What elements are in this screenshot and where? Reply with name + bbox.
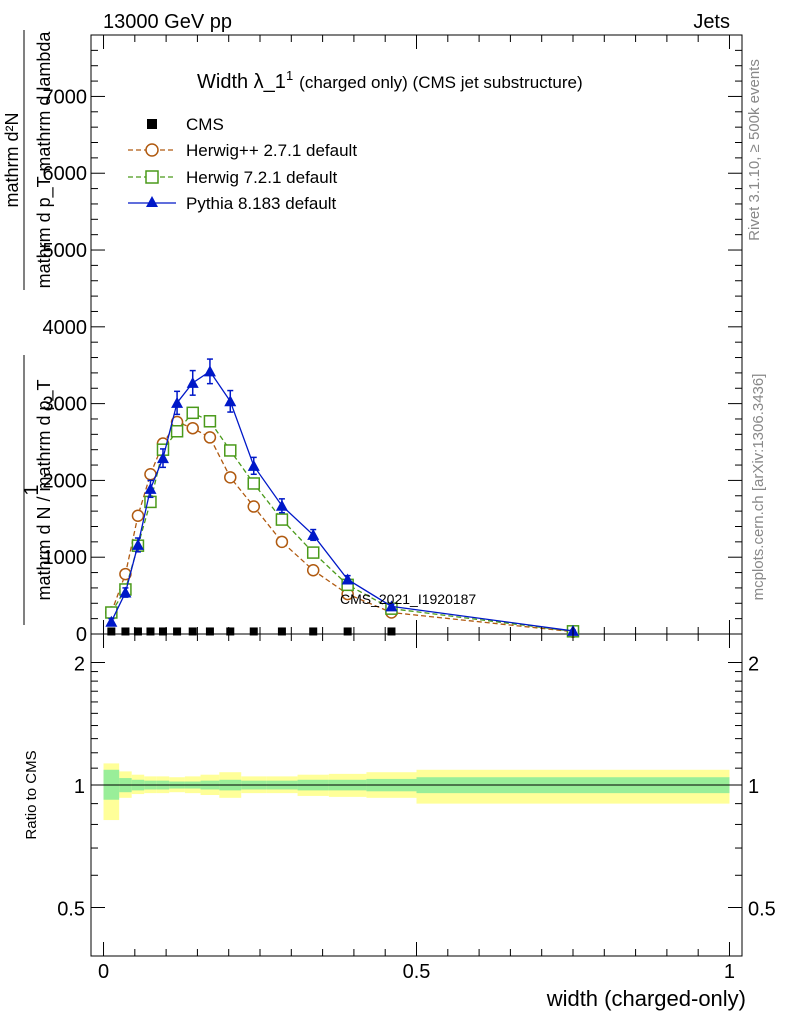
pythia-point xyxy=(119,586,132,598)
cms-data-point xyxy=(107,627,116,636)
mcplots-note: mcplots.cern.ch [arXiv:1306.3436] xyxy=(750,374,767,601)
legend-label-herwig7: Herwig 7.2.1 default xyxy=(186,168,337,187)
herwigpp-point xyxy=(275,535,289,549)
rivet-version-note: Rivet 3.1.10, ≥ 500k events xyxy=(746,59,763,241)
y-axis-label: 1 mathrm d N / mathrm d p_T mathrm d²N m… xyxy=(2,30,55,625)
legend-label-pythia: Pythia 8.183 default xyxy=(186,194,337,213)
ratio-bands xyxy=(91,763,742,821)
cms-data-point xyxy=(226,627,235,636)
axis-tick-labels: 0 1000 2000 3000 4000 5000 6000 7000 0 0.5 1 0.5 0.5… xyxy=(43,86,776,983)
pythia-point xyxy=(385,600,398,612)
pythia-point xyxy=(186,376,199,388)
herwigpp-point xyxy=(186,421,199,435)
legend-label-cms: CMS xyxy=(186,115,224,134)
legend-marker-herwigpp xyxy=(145,143,159,157)
axis-ticks xyxy=(91,34,742,956)
ratio-y-tick-label: 2 xyxy=(74,654,85,676)
pythia-point xyxy=(203,365,216,377)
legend: CMS Herwig++ 2.7.1 default Herwig 7.2.1 … xyxy=(128,115,357,213)
pythia-point xyxy=(247,459,260,471)
header-process-label: Jets xyxy=(693,11,730,33)
pythia-point xyxy=(171,396,184,408)
cms-data-point xyxy=(173,627,182,636)
y-tick-label: 3000 xyxy=(43,394,88,416)
cms-data-point xyxy=(309,627,318,636)
ratio-y-label: Ratio to CMS xyxy=(23,750,40,839)
ratio-y-tick-label: 0.5 xyxy=(57,898,85,920)
y-tick-label: 4000 xyxy=(43,317,88,339)
herwig7-point xyxy=(203,415,217,428)
ratio-y-tick-label-right: 1 xyxy=(748,776,759,798)
herwig7-point xyxy=(247,477,260,490)
y-label-prefactor-num: 1 xyxy=(21,484,43,495)
cms-data-point xyxy=(133,627,142,636)
legend-marker-cms xyxy=(147,119,157,129)
series-line xyxy=(110,421,574,633)
pythia-point xyxy=(131,538,144,550)
cms-data-point xyxy=(343,627,352,636)
cms-data-point xyxy=(188,627,197,636)
header-energy-label: 13000 GeV pp xyxy=(103,11,232,33)
cms-data-point xyxy=(121,627,130,636)
x-axis-label: width (charged-only) xyxy=(546,986,746,1011)
ratio-y-tick-label-right: 2 xyxy=(748,654,759,676)
x-tick-label: 0 xyxy=(98,961,109,983)
herwigpp-point xyxy=(224,471,237,484)
x-tick-label: 0.5 xyxy=(403,961,431,983)
herwigpp-point xyxy=(247,500,260,513)
pythia-point xyxy=(224,395,237,407)
cms-data-point xyxy=(277,627,286,636)
ratio-y-tick-label: 1 xyxy=(74,776,85,798)
herwig7-point xyxy=(306,546,320,559)
pythia-point xyxy=(156,452,169,464)
y-tick-label: 7000 xyxy=(43,86,88,108)
analysis-watermark: CMS_2021_I1920187 xyxy=(340,591,476,607)
herwig7-point xyxy=(275,513,289,526)
y-tick-label: 2000 xyxy=(43,470,88,492)
herwig7-point xyxy=(186,406,199,420)
herwig7-point xyxy=(224,444,237,457)
y-tick-label: 0 xyxy=(76,624,87,646)
cms-data-point xyxy=(146,627,155,636)
herwigpp-point xyxy=(131,509,145,522)
cms-data-point xyxy=(158,627,167,636)
pythia-point xyxy=(275,499,288,511)
legend-marker-pythia xyxy=(146,196,158,207)
chart-title: Width λ_11 (charged only) (CMS jet substr… xyxy=(197,68,583,93)
herwigpp-point xyxy=(306,564,320,577)
y-tick-label: 1000 xyxy=(43,547,88,569)
y-tick-label: 6000 xyxy=(43,163,88,185)
pythia-point xyxy=(341,573,354,585)
cms-data-point xyxy=(387,627,396,636)
pythia-point xyxy=(144,482,157,494)
herwig7-point xyxy=(170,425,184,438)
y-label-prefactor-den: mathrm d N / mathrm d p_T xyxy=(34,379,55,600)
ratio-y-tick-label-right: 0.5 xyxy=(748,898,776,920)
y-label-main-num: mathrm d²N xyxy=(2,112,22,207)
y-tick-label: 5000 xyxy=(43,240,88,262)
pythia-point xyxy=(105,615,118,627)
cms-data-point xyxy=(249,627,258,636)
legend-marker-herwig7 xyxy=(145,170,159,184)
herwigpp-point xyxy=(203,431,217,444)
legend-label-herwigpp: Herwig++ 2.7.1 default xyxy=(186,141,357,160)
x-tick-label: 1 xyxy=(724,961,735,983)
cms-data-point xyxy=(205,627,214,636)
pythia-point xyxy=(307,528,320,540)
y-label-main-den: mathrm d p_T mathrm d lambda xyxy=(34,31,55,289)
